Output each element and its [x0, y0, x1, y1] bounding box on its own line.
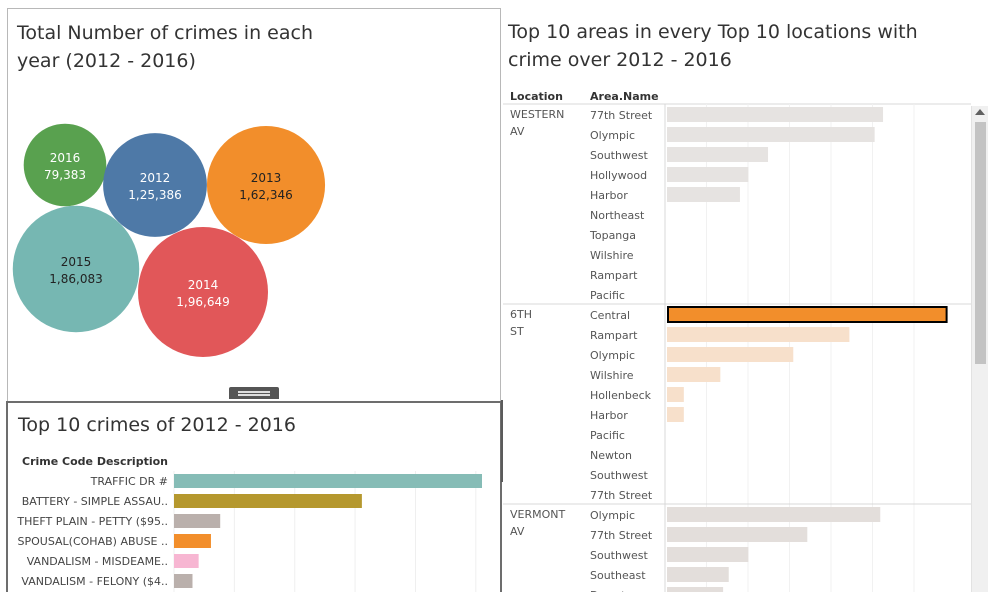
- crime-category-label: VANDALISM - MISDEAME..: [27, 555, 168, 568]
- top-crimes-panel: Top 10 crimes of 2012 - 2016 Crime Code …: [6, 401, 502, 592]
- top-crimes-title: Top 10 crimes of 2012 - 2016: [18, 414, 296, 436]
- location-label: VERMONT: [510, 508, 565, 521]
- crime-bar[interactable]: [174, 574, 193, 588]
- area-bar[interactable]: [667, 567, 729, 582]
- bubble-year-label: 2014: [188, 278, 219, 292]
- crime-category-label: THEFT PLAIN - PETTY ($95..: [16, 515, 168, 528]
- vertical-scrollbar[interactable]: [971, 106, 988, 592]
- crime-bar[interactable]: [174, 514, 221, 528]
- area-column-header: Area.Name: [590, 90, 659, 103]
- area-bar[interactable]: [667, 107, 884, 122]
- area-label: Southwest: [590, 549, 648, 562]
- area-label: Pacific: [590, 289, 625, 302]
- area-label: Newton: [590, 449, 632, 462]
- area-label: Northeast: [590, 209, 645, 222]
- crime-category-label: BATTERY - SIMPLE ASSAU..: [22, 495, 168, 508]
- scroll-up-arrow-icon[interactable]: [975, 109, 985, 115]
- area-label: Southeast: [590, 569, 646, 582]
- area-bar[interactable]: [667, 327, 850, 342]
- scroll-thumb[interactable]: [975, 122, 986, 364]
- bubble-value-label: 1,25,386: [128, 188, 181, 202]
- area-label: Central: [590, 309, 630, 322]
- top-crimes-chart: Crime Code Description TRAFFIC DR # BATTER…: [16, 455, 482, 592]
- bubble-year-label: 2013: [251, 171, 282, 185]
- area-bar[interactable]: [667, 127, 875, 142]
- bubble-2014[interactable]: [138, 227, 268, 357]
- area-label: Harbor: [590, 409, 628, 422]
- bubble-value-label: 79,383: [44, 168, 86, 182]
- panel-resize-handle[interactable]: [229, 387, 279, 399]
- location-label: ST: [510, 325, 524, 338]
- area-bar[interactable]: [667, 367, 721, 382]
- area-label: Topanga: [589, 229, 636, 242]
- area-label: 77th Street: [590, 109, 653, 122]
- area-bar[interactable]: [667, 167, 749, 182]
- bubble-year-label: 2012: [140, 171, 171, 185]
- area-label: Harbor: [590, 189, 628, 202]
- location-label: AV: [510, 525, 525, 538]
- bubble-2013[interactable]: [206, 125, 326, 245]
- bubble-value-label: 1,62,346: [239, 188, 292, 202]
- top-areas-chart: Location Area.Name WESTERN AV 77th Street Oly…: [503, 90, 971, 592]
- bubble-2012[interactable]: [103, 133, 207, 237]
- area-label: Olympic: [590, 129, 635, 142]
- location-label: 6TH: [510, 308, 532, 321]
- location-label: WESTERN: [510, 108, 564, 121]
- area-label: Rampart: [590, 329, 638, 342]
- area-label: Downtown: [590, 589, 648, 592]
- bubble-year-label: 2015: [61, 255, 92, 269]
- bubble-chart-panel: Total Number of crimes in each year (201…: [7, 8, 501, 402]
- crimes-axis-header: Crime Code Description: [22, 455, 168, 468]
- area-bar[interactable]: [667, 187, 740, 202]
- crime-bar[interactable]: [174, 554, 199, 568]
- area-label: Pacific: [590, 429, 625, 442]
- bubble-2015[interactable]: [12, 205, 140, 333]
- bubble-chart-title: Total Number of crimes in each year (201…: [17, 22, 313, 72]
- bubble-value-label: 1,96,649: [176, 295, 229, 309]
- crime-category-label: SPOUSAL(COHAB) ABUSE ..: [18, 535, 168, 548]
- area-label: Wilshire: [590, 249, 634, 262]
- location-label: AV: [510, 125, 525, 138]
- top-areas-panel: Top 10 areas in every Top 10 locations w…: [503, 8, 999, 592]
- area-bar[interactable]: [667, 407, 684, 422]
- location-column-header: Location: [510, 90, 563, 103]
- area-bar[interactable]: [667, 527, 808, 542]
- area-label: Rampart: [590, 269, 638, 282]
- area-label: Southwest: [590, 469, 648, 482]
- bubble-year-label: 2016: [50, 151, 81, 165]
- area-bar[interactable]: [667, 587, 724, 592]
- area-bar[interactable]: [667, 347, 794, 362]
- area-bar[interactable]: [667, 547, 749, 562]
- crime-category-label: VANDALISM - FELONY ($4..: [21, 575, 168, 588]
- crime-bar[interactable]: [174, 494, 362, 508]
- area-label: 77th Street: [590, 529, 653, 542]
- area-bar[interactable]: [667, 507, 881, 522]
- area-bar[interactable]: [667, 306, 948, 323]
- area-bar[interactable]: [667, 387, 684, 402]
- area-label: Wilshire: [590, 369, 634, 382]
- crime-category-label: TRAFFIC DR #: [90, 475, 168, 488]
- top-areas-title: Top 10 areas in every Top 10 locations w…: [508, 21, 918, 71]
- area-label: Olympic: [590, 509, 635, 522]
- bubble-value-label: 1,86,083: [49, 272, 102, 286]
- bubble-chart: 2016 79,383 2012 1,25,386 2013 1,62,346 2015 1,…: [12, 123, 326, 357]
- area-label: 77th Street: [590, 489, 653, 502]
- bubble-2016[interactable]: [23, 123, 107, 207]
- area-bar[interactable]: [667, 147, 769, 162]
- area-label: Southwest: [590, 149, 648, 162]
- area-label: Hollywood: [590, 169, 647, 182]
- crime-bar[interactable]: [174, 474, 482, 488]
- area-label: Olympic: [590, 349, 635, 362]
- crime-bar[interactable]: [174, 534, 211, 548]
- area-label: Hollenbeck: [590, 389, 652, 402]
